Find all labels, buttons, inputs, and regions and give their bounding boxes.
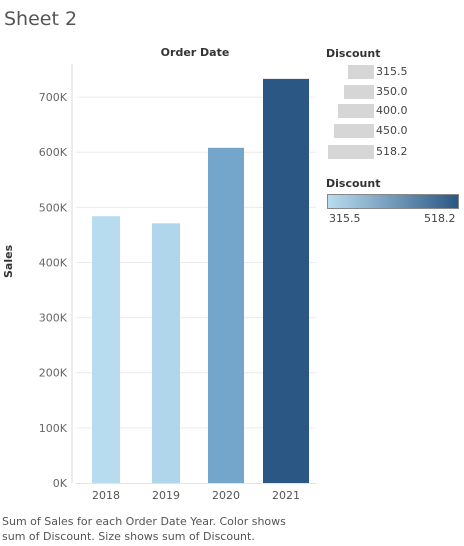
size-swatch: [338, 104, 374, 118]
y-tick-label: 200K: [39, 367, 68, 380]
column-header: Order Date: [160, 46, 230, 59]
size-legend-item: 350.0: [326, 85, 456, 99]
size-legend-title: Discount: [326, 47, 381, 60]
y-tick-label: 0K: [53, 477, 68, 490]
size-legend-label: 518.2: [376, 145, 408, 158]
color-legend-title: Discount: [326, 177, 381, 190]
bar: [263, 78, 309, 483]
x-tick-label: 2018: [92, 489, 120, 502]
y-tick-label: 700K: [39, 91, 68, 104]
y-tick-label: 400K: [39, 256, 68, 269]
y-tick-label: 600K: [39, 146, 68, 159]
bar: [92, 216, 120, 484]
size-legend-label: 315.5: [376, 65, 408, 78]
size-swatch: [328, 145, 374, 159]
size-legend-item: 315.5: [326, 65, 456, 79]
size-swatch: [334, 124, 374, 138]
bar: [208, 147, 244, 484]
size-swatch: [348, 65, 374, 79]
size-legend-item: 450.0: [326, 124, 456, 138]
size-legend-item: 400.0: [326, 104, 456, 118]
color-legend-min: 315.5: [329, 212, 361, 225]
size-legend-label: 450.0: [376, 124, 408, 137]
y-tick-label: 100K: [39, 422, 68, 435]
size-swatch: [344, 85, 374, 99]
x-tick-label: 2020: [212, 489, 240, 502]
size-legend-label: 350.0: [376, 85, 408, 98]
x-tick-label: 2019: [152, 489, 180, 502]
y-tick-label: 500K: [39, 201, 68, 214]
x-tick-label: 2021: [272, 489, 300, 502]
bar: [152, 223, 180, 483]
y-tick-label: 300K: [39, 312, 68, 325]
color-legend-max: 518.2: [424, 212, 456, 225]
size-legend-item: 518.2: [326, 145, 456, 159]
chart-caption: Sum of Sales for each Order Date Year. C…: [2, 515, 286, 543]
size-legend-label: 400.0: [376, 104, 408, 117]
color-gradient-bar: [327, 194, 459, 209]
sheet-title: Sheet 2: [4, 8, 78, 30]
